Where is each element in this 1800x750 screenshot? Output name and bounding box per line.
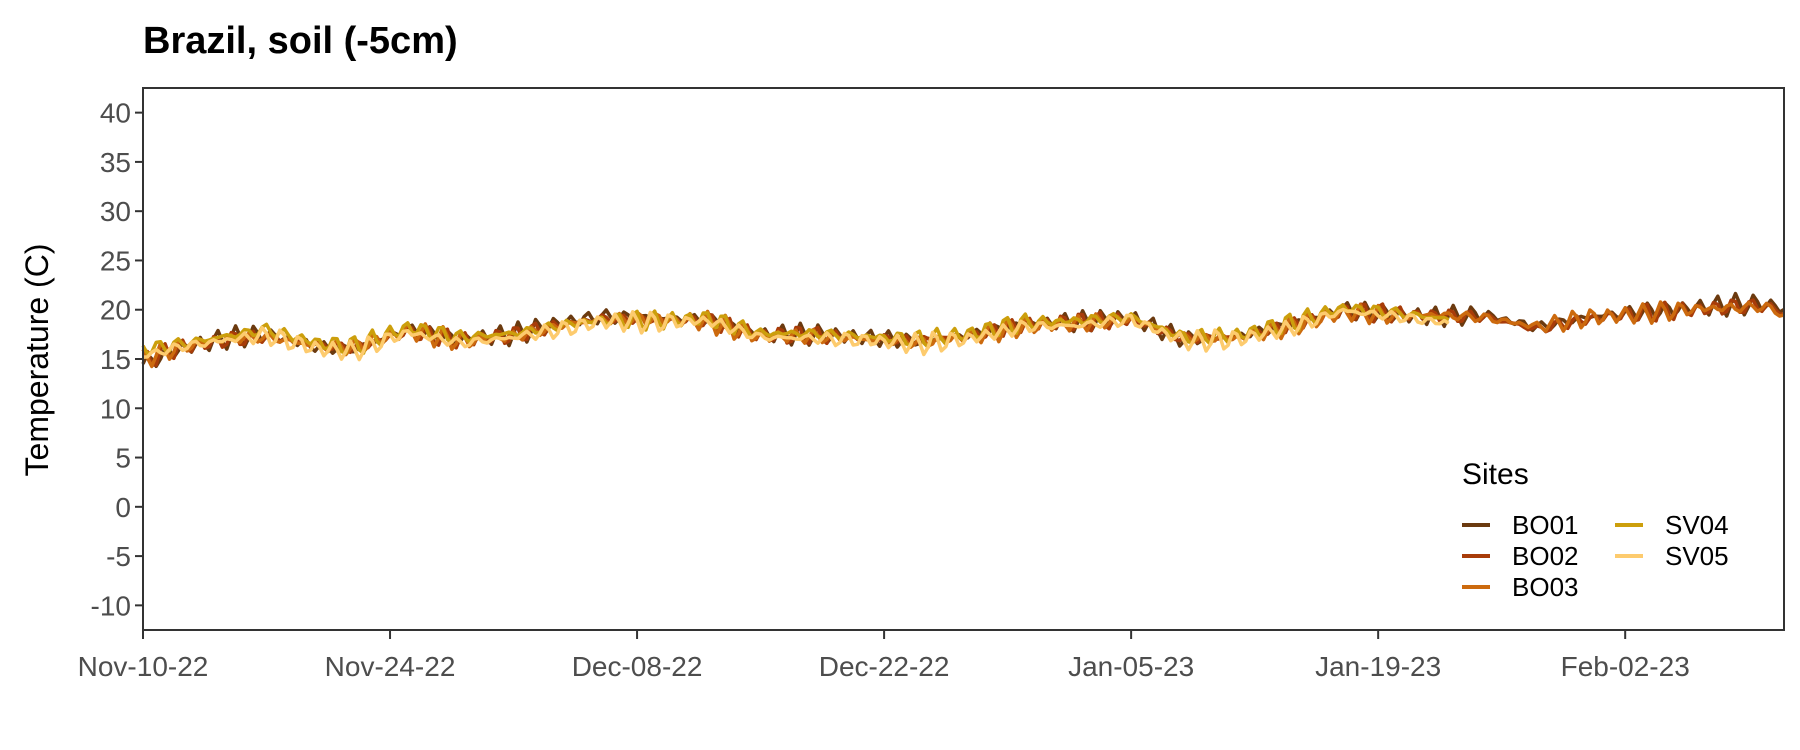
legend-title: Sites [1462, 458, 1529, 491]
x-tick-label: Dec-22-22 [819, 651, 950, 682]
legend-label: SV05 [1665, 541, 1729, 571]
y-tick-label: 15 [100, 344, 131, 375]
y-tick-label: -10 [91, 590, 131, 621]
legend-label: SV04 [1665, 510, 1729, 540]
y-axis-label: Temperature (C) [19, 244, 55, 477]
y-tick-label: 30 [100, 196, 131, 227]
y-tick-label: 35 [100, 147, 131, 178]
y-tick-label: 0 [115, 492, 131, 523]
y-tick-label: 25 [100, 245, 131, 276]
x-tick-label: Jan-05-23 [1068, 651, 1194, 682]
x-tick-label: Feb-02-23 [1561, 651, 1690, 682]
series-line-sv05 [142, 307, 1450, 362]
y-tick-label: 5 [115, 443, 131, 474]
chart-title: Brazil, soil (-5cm) [143, 20, 458, 62]
x-axis: Nov-10-22 Nov-24-22 Dec-08-22 Dec-22-22 Jan-… [78, 630, 1690, 682]
legend-label: BO03 [1512, 572, 1579, 602]
y-tick-label: -5 [106, 541, 131, 572]
y-tick-label: 40 [100, 98, 131, 129]
y-axis: -10 -5 0 5 10 15 20 25 30 35 40 [91, 98, 143, 621]
legend-label: BO02 [1512, 541, 1579, 571]
legend-label: BO01 [1512, 510, 1579, 540]
x-tick-label: Dec-08-22 [572, 651, 703, 682]
series-layer [141, 291, 1785, 369]
x-tick-label: Jan-19-23 [1315, 651, 1441, 682]
y-tick-label: 20 [100, 295, 131, 326]
x-tick-label: Nov-24-22 [325, 651, 456, 682]
y-tick-label: 10 [100, 393, 131, 424]
x-tick-label: Nov-10-22 [78, 651, 209, 682]
